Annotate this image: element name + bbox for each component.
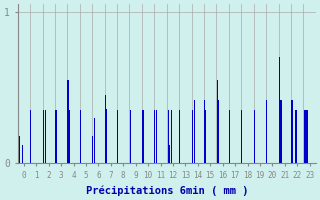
- Bar: [21, 145, 22, 163]
- Bar: [45, 110, 46, 163]
- Bar: [143, 110, 144, 163]
- Bar: [296, 110, 297, 163]
- Bar: [130, 110, 131, 163]
- Bar: [169, 145, 170, 163]
- Bar: [217, 80, 218, 163]
- Bar: [106, 109, 107, 163]
- Bar: [179, 110, 180, 163]
- Bar: [19, 136, 20, 163]
- Bar: [229, 110, 230, 163]
- Bar: [292, 100, 293, 163]
- Bar: [142, 110, 143, 163]
- Bar: [105, 95, 106, 163]
- Bar: [279, 57, 280, 163]
- X-axis label: Précipitations 6min ( mm ): Précipitations 6min ( mm ): [85, 185, 248, 196]
- Bar: [291, 100, 292, 163]
- Bar: [281, 100, 282, 163]
- Bar: [156, 110, 157, 163]
- Bar: [295, 110, 296, 163]
- Bar: [218, 100, 219, 163]
- Bar: [305, 110, 306, 163]
- Bar: [192, 110, 193, 163]
- Bar: [56, 110, 57, 163]
- Bar: [307, 110, 308, 163]
- Bar: [266, 100, 267, 163]
- Bar: [80, 110, 81, 163]
- Bar: [92, 136, 93, 163]
- Bar: [171, 110, 172, 163]
- Bar: [69, 110, 70, 163]
- Bar: [93, 118, 95, 163]
- Bar: [117, 110, 118, 163]
- Bar: [30, 110, 31, 163]
- Bar: [43, 110, 44, 163]
- Bar: [306, 110, 307, 163]
- Bar: [168, 110, 169, 163]
- Bar: [55, 110, 56, 163]
- Bar: [194, 100, 195, 163]
- Bar: [205, 110, 206, 163]
- Bar: [241, 110, 243, 163]
- Bar: [155, 110, 156, 163]
- Bar: [280, 100, 281, 163]
- Bar: [204, 100, 205, 163]
- Bar: [303, 110, 305, 163]
- Bar: [254, 110, 255, 163]
